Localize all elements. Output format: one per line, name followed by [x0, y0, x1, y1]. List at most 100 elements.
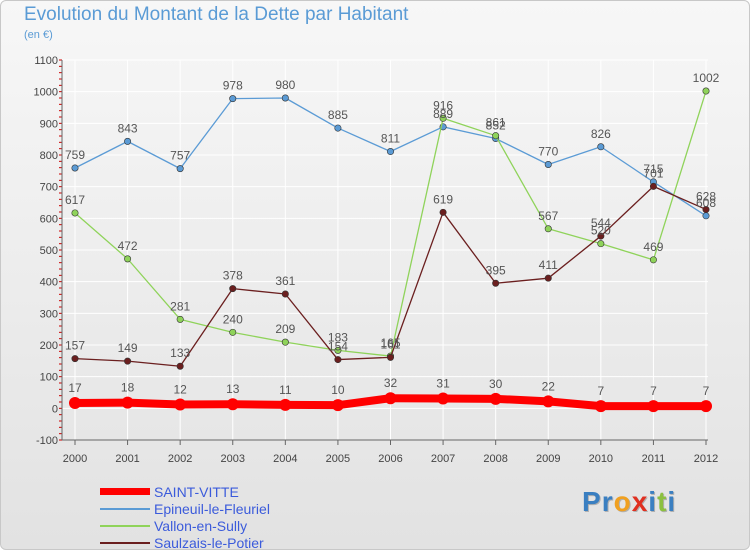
data-label: 889: [433, 107, 453, 121]
y-tick-label: -100: [36, 435, 58, 447]
data-label: 165: [380, 336, 400, 350]
legend-label: Saulzais-le-Potier: [154, 534, 264, 551]
x-tick-label: 2011: [642, 453, 666, 465]
data-label: 30: [489, 377, 503, 391]
data-label: 916: [433, 98, 453, 112]
data-point: [386, 353, 394, 361]
y-tick-label: 700: [40, 182, 58, 194]
data-label: 17: [68, 381, 82, 395]
data-labels: 17 18 12 13 11 10 32 31 30 22 7 7 7 759 843 757 978 980 88…: [65, 71, 720, 398]
legend-swatch: [100, 488, 150, 495]
data-point: [71, 209, 79, 217]
y-tick-label: 0: [52, 403, 58, 415]
x-tick-label: 2002: [168, 453, 192, 465]
data-point: [649, 256, 657, 264]
data-point: [334, 346, 342, 354]
data-point: [176, 362, 184, 370]
legend-swatch: [100, 541, 150, 544]
logo-letter: i: [648, 486, 658, 517]
logo-letter: o: [613, 486, 632, 517]
data-point: [597, 240, 605, 248]
data-label: 281: [170, 299, 190, 313]
data-label: 567: [538, 209, 558, 223]
data-label: 843: [118, 121, 138, 135]
data-point: [334, 356, 342, 364]
y-tick-label: 1100: [34, 55, 58, 67]
y-tick-label: 500: [40, 245, 58, 257]
data-point: [702, 205, 710, 213]
data-label: 361: [275, 274, 295, 288]
data-label: 7: [703, 384, 710, 398]
data-point: [594, 400, 607, 413]
x-tick-label: 2003: [221, 453, 245, 465]
data-point: [124, 357, 132, 365]
data-label: 22: [542, 379, 556, 393]
data-point: [439, 208, 447, 216]
x-tick-label: 2008: [483, 453, 507, 465]
logo-letter: i: [667, 486, 677, 517]
x-tick-label: 2004: [273, 453, 297, 465]
logo-letter: P: [582, 486, 602, 517]
data-point: [71, 164, 79, 172]
legend-item: Epineuil-le-Fleuriel: [100, 500, 270, 517]
data-label: 608: [696, 196, 716, 210]
logo-letter: x: [631, 486, 649, 517]
data-label: 826: [591, 127, 611, 141]
data-label: 7: [650, 384, 657, 398]
data-label: 472: [118, 239, 138, 253]
data-label: 31: [436, 377, 450, 391]
data-point: [176, 315, 184, 323]
data-label: 13: [226, 382, 240, 396]
data-point: [649, 182, 657, 190]
data-point: [492, 132, 500, 140]
data-label: 11: [279, 383, 292, 397]
legend-item: SAINT-VITTE: [100, 483, 270, 500]
data-point: [334, 124, 342, 132]
data-label: 759: [65, 148, 85, 162]
data-label: 520: [591, 224, 611, 238]
data-label: 7: [597, 384, 604, 398]
x-tick-label: 2001: [115, 453, 139, 465]
data-label: 617: [65, 193, 85, 207]
data-label: 12: [173, 383, 187, 397]
y-tick-label: 400: [40, 277, 58, 289]
data-point: [544, 225, 552, 233]
legend-label: Vallon-en-Sully: [154, 517, 248, 534]
legend-label: Epineuil-le-Fleuriel: [154, 500, 270, 517]
legend-item: Saulzais-le-Potier: [100, 534, 270, 551]
axes: -100 0 100 200 300 400 500 600 700 800 900 1000 1100…: [34, 55, 719, 465]
y-tick-label: 800: [40, 150, 58, 162]
data-point: [69, 396, 81, 409]
data-point: [597, 143, 605, 151]
data-label: 157: [65, 339, 85, 353]
legend-item: Vallon-en-Sully: [100, 517, 270, 534]
data-label: 978: [223, 79, 243, 93]
data-label: 133: [170, 346, 190, 360]
x-tick-label: 2005: [326, 453, 350, 465]
y-tick-label: 900: [40, 118, 58, 130]
x-tick-label: 2007: [431, 453, 455, 465]
data-point: [71, 355, 79, 363]
data-point: [492, 279, 500, 287]
x-tick-label: 2006: [378, 453, 402, 465]
proxiti-logo: Proxiti: [582, 486, 676, 518]
data-label: 183: [328, 330, 348, 344]
data-point: [281, 94, 289, 102]
x-tick-label: 2009: [536, 453, 560, 465]
x-tick-label: 2000: [63, 453, 87, 465]
data-label: 715: [643, 162, 663, 176]
y-tick-label: 200: [40, 340, 58, 352]
series-lines: [69, 87, 712, 413]
data-label: 149: [118, 341, 138, 355]
data-label: 32: [384, 376, 398, 390]
data-point: [597, 232, 605, 240]
data-point: [281, 290, 289, 298]
data-label: 240: [223, 312, 243, 326]
data-label: 757: [170, 149, 190, 163]
data-point: [384, 392, 397, 405]
chart-subtitle: (en €): [24, 29, 53, 41]
data-label: 161: [380, 337, 400, 351]
data-point: [279, 398, 292, 411]
logo-letter: r: [601, 486, 614, 517]
